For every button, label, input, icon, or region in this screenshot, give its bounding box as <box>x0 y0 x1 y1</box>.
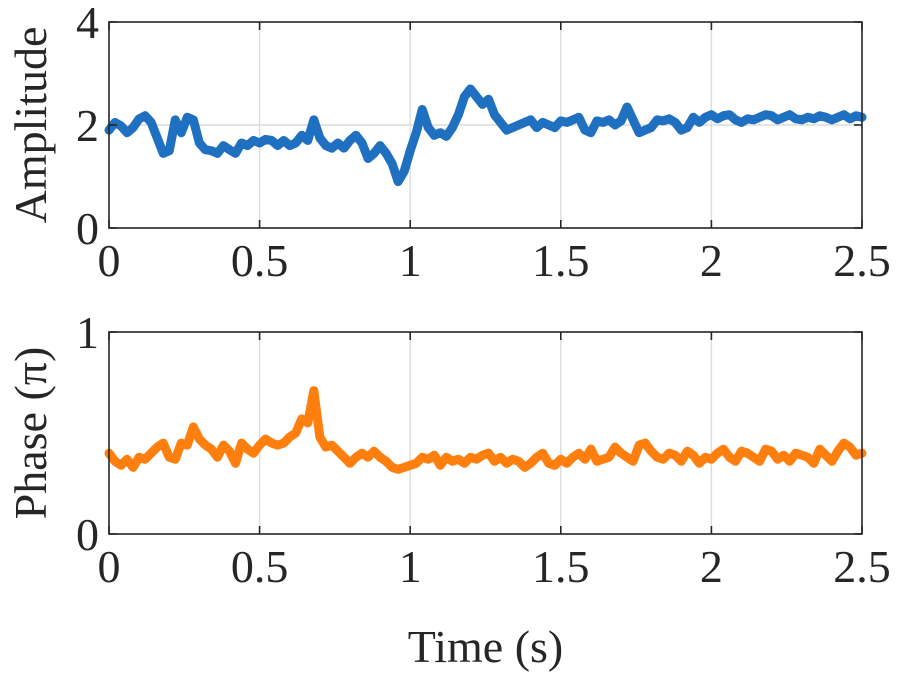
x-tick-label: 2 <box>700 541 723 592</box>
x-tick-label: 0 <box>98 235 121 286</box>
x-tick-label: 1.5 <box>532 235 590 286</box>
time-axis-label: Time (s) <box>408 621 564 672</box>
x-tick-label: 2 <box>700 235 723 286</box>
amplitude-axis-label: Amplitude <box>5 27 56 224</box>
y-tick-label: 4 <box>76 0 99 48</box>
phase-series-line <box>104 386 867 474</box>
x-tick-label: 0.5 <box>231 235 289 286</box>
amplitude-series-line <box>104 84 867 187</box>
y-tick-label: 0 <box>76 509 99 560</box>
phase-axis-label: Phase (π) <box>5 347 56 520</box>
y-tick-label: 2 <box>76 100 99 151</box>
x-tick-label: 1 <box>399 235 422 286</box>
x-tick-label: 1.5 <box>532 541 590 592</box>
plot-frame <box>108 331 863 535</box>
x-tick-label: 1 <box>399 541 422 592</box>
y-tick-label: 0 <box>76 203 99 254</box>
y-tick-label: 1 <box>76 307 99 358</box>
x-tick-label: 0.5 <box>231 541 289 592</box>
x-tick-label: 0 <box>98 541 121 592</box>
x-tick-label: 2.5 <box>833 235 891 286</box>
phase-panel: 0 0.5 1 1.5 2 2.5 0 1 Phase (π) Time (s) <box>5 307 891 672</box>
x-tick-label: 2.5 <box>833 541 891 592</box>
amplitude-panel: 0 0.5 1 1.5 2 2.5 0 2 4 Amplitude <box>5 0 891 286</box>
